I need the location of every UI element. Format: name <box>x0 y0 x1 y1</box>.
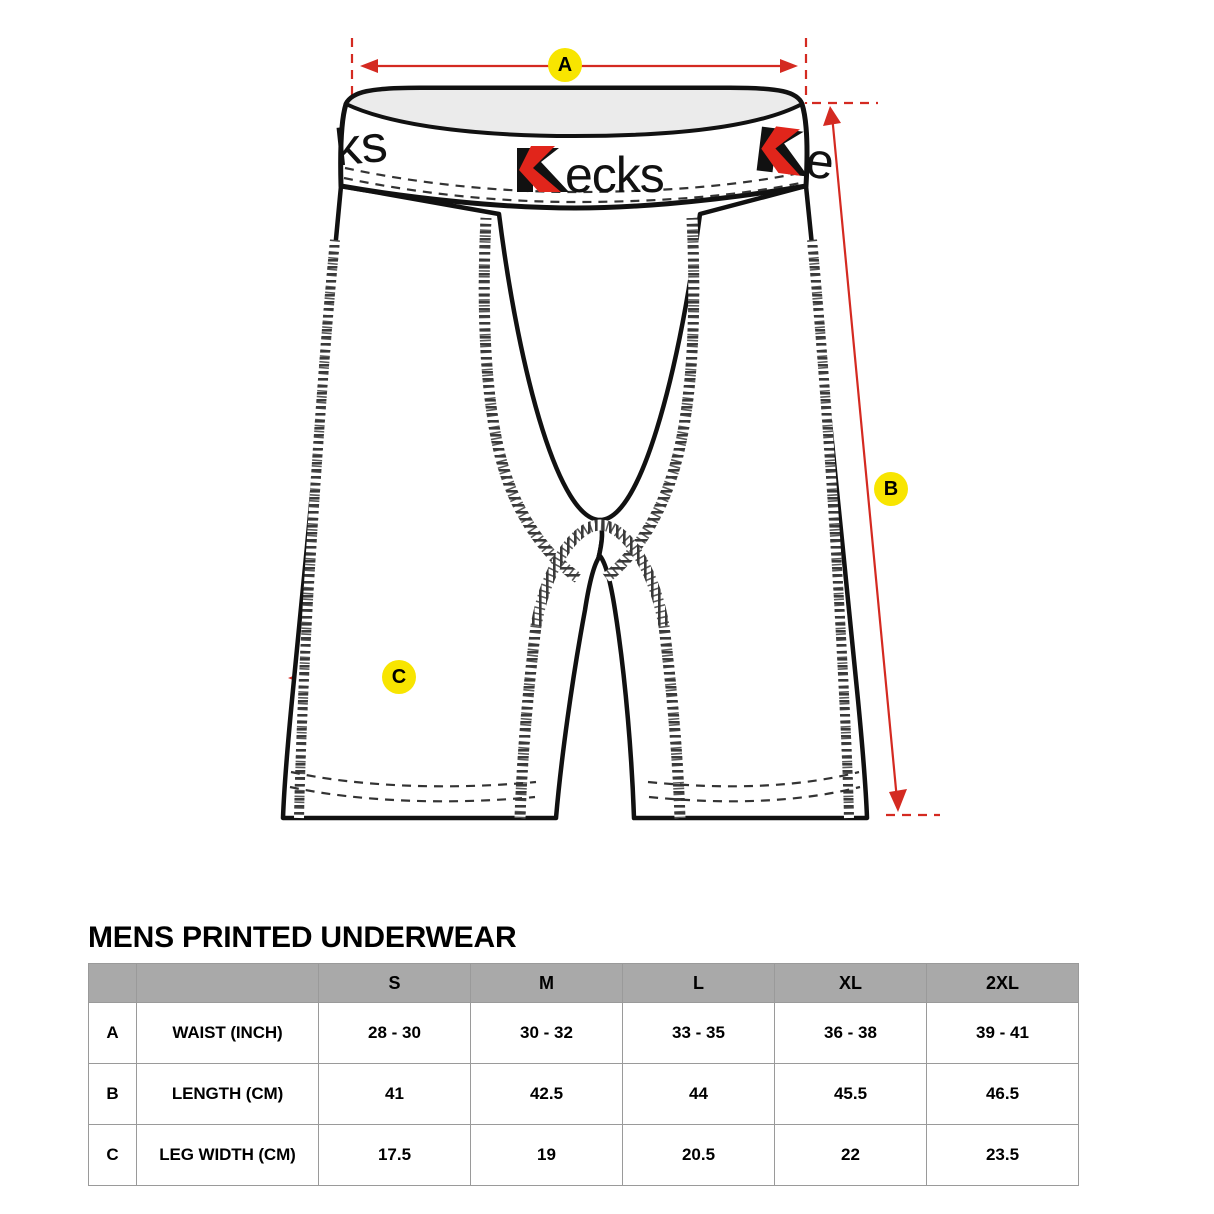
table-row: B LENGTH (CM) 41 42.5 44 45.5 46.5 <box>88 1063 1079 1125</box>
cell-legwidth-2xl: 23.5 <box>926 1124 1079 1186</box>
row-letter-c: C <box>88 1124 137 1186</box>
page-title: MENS PRINTED UNDERWEAR <box>88 921 517 954</box>
gusset-seam-left-stitches <box>514 625 542 819</box>
hem-stitch-left-lower <box>289 785 536 803</box>
side-seam-left-stitches <box>294 239 340 819</box>
header-cell-label <box>136 963 319 1003</box>
waistband-logo-left: ks <box>332 115 390 178</box>
hem-stitch-right-upper <box>647 770 860 788</box>
table-row: C LEG WIDTH (CM) 17.5 19 20.5 22 23.5 <box>88 1124 1079 1186</box>
cell-legwidth-l: 20.5 <box>622 1124 775 1186</box>
kecks-k-red-right <box>761 126 801 176</box>
dimension-b-arrow-line <box>830 114 899 801</box>
waistband-logo-left-text: ks <box>332 115 390 178</box>
cell-waist-2xl: 39 - 41 <box>926 1002 1079 1064</box>
cell-length-s: 41 <box>318 1063 471 1125</box>
right-leg-panel <box>595 183 870 821</box>
waistband-logo-right: e <box>756 126 837 191</box>
kecks-wordmark: ecks <box>565 147 664 203</box>
dimension-b-group <box>812 101 940 817</box>
header-cell-xl: XL <box>774 963 927 1003</box>
pouch-seam-left-stitches <box>478 217 582 583</box>
dimension-marker-c: C <box>382 660 416 694</box>
header-cell-letter <box>88 963 137 1003</box>
size-chart-table: S M L XL 2XL A WAIST (INCH) 28 - 30 30 -… <box>88 963 1079 1186</box>
cell-waist-s: 28 - 30 <box>318 1002 471 1064</box>
cell-length-l: 44 <box>622 1063 775 1125</box>
row-letter-a: A <box>88 1002 137 1064</box>
gusset-seam-right-stitches <box>658 625 686 819</box>
cell-waist-l: 33 - 35 <box>622 1002 775 1064</box>
kecks-k-red <box>519 146 561 192</box>
cell-length-2xl: 46.5 <box>926 1063 1079 1125</box>
header-cell-l: L <box>622 963 775 1003</box>
cell-legwidth-s: 17.5 <box>318 1124 471 1186</box>
hem-stitch-right-lower <box>648 785 861 803</box>
header-cell-m: M <box>470 963 623 1003</box>
cell-length-xl: 45.5 <box>774 1063 927 1125</box>
dimension-b-arrowhead-bottom <box>889 789 907 812</box>
waistband-stitch-lower <box>343 176 806 204</box>
cell-length-m: 42.5 <box>470 1063 623 1125</box>
cell-legwidth-xl: 22 <box>774 1124 927 1186</box>
boxer-brief-outline: ks ecks e <box>280 85 870 821</box>
dimension-marker-a: A <box>548 48 582 82</box>
waistband-opening <box>344 86 804 138</box>
dimension-a-arrowhead-right <box>780 59 798 73</box>
dimension-marker-b: B <box>874 472 908 506</box>
side-seam-right-stitches <box>807 239 854 819</box>
header-cell-s: S <box>318 963 471 1003</box>
cell-waist-xl: 36 - 38 <box>774 1002 927 1064</box>
inseam-notch <box>553 553 637 819</box>
table-header-row: S M L XL 2XL <box>88 963 1079 1003</box>
waistband-stitch-upper <box>344 166 805 194</box>
waistband-logo-center: ecks <box>517 146 665 203</box>
garment-technical-drawing: ks ecks e <box>280 38 940 821</box>
dimension-b-arrowhead-top <box>823 106 841 126</box>
cell-legwidth-m: 19 <box>470 1124 623 1186</box>
row-label-waist: WAIST (INCH) <box>136 1002 319 1064</box>
dimension-a-arrowhead-left <box>360 59 378 73</box>
pouch-seam-right-stitches <box>602 217 700 583</box>
header-cell-2xl: 2XL <box>926 963 1079 1003</box>
hem-stitch-left-upper <box>290 770 537 788</box>
table-row: A WAIST (INCH) 28 - 30 30 - 32 33 - 35 3… <box>88 1002 1079 1064</box>
cell-waist-m: 30 - 32 <box>470 1002 623 1064</box>
row-label-length: LENGTH (CM) <box>136 1063 319 1125</box>
gusset-arch <box>530 519 670 627</box>
row-letter-b: B <box>88 1063 137 1125</box>
waistband-logo-right-text: e <box>803 132 837 191</box>
row-label-leg-width: LEG WIDTH (CM) <box>136 1124 319 1186</box>
